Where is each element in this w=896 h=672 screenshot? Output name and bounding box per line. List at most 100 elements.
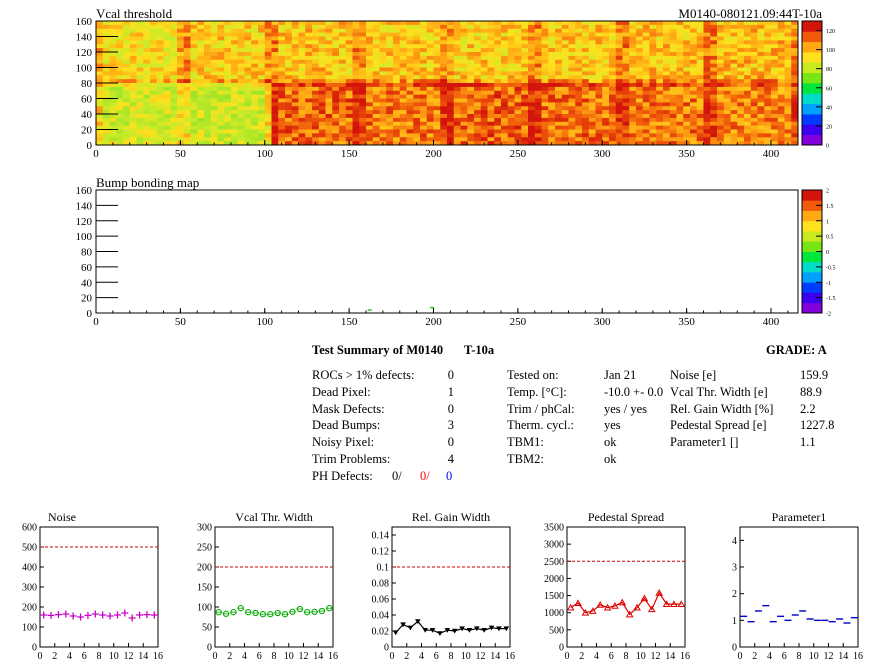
vcal-cell xyxy=(433,32,441,37)
vcal-cell xyxy=(217,137,225,142)
vcal-cell xyxy=(629,67,637,72)
vcal-cell xyxy=(339,133,347,138)
vcal-cell xyxy=(406,86,414,92)
vcal-cell xyxy=(197,21,205,26)
vcal-cell xyxy=(541,28,549,33)
vcal-cell xyxy=(298,44,306,49)
vcal-cell xyxy=(359,28,367,33)
vcal-cell xyxy=(494,71,502,76)
vcal-cell xyxy=(615,121,623,126)
vcal-cell xyxy=(690,75,698,80)
vcal-cell xyxy=(366,106,374,111)
vcal-cell xyxy=(136,137,144,142)
vcal-cell xyxy=(528,141,536,146)
vcal-cell xyxy=(696,79,704,84)
vcal-cell xyxy=(217,83,225,88)
vcal-cell xyxy=(406,94,414,99)
vcal-cell xyxy=(285,121,293,126)
vcal-cell xyxy=(204,28,212,33)
vcal-cell xyxy=(420,28,428,33)
vcal-cell xyxy=(433,133,441,138)
vcal-cell xyxy=(102,141,110,146)
plot-x-tick-label: 16 xyxy=(680,651,690,662)
vcal-cell xyxy=(406,71,414,76)
vcal-cell xyxy=(730,98,738,103)
vcal-cell xyxy=(642,121,650,126)
vcal-cell xyxy=(143,21,151,26)
plot-x-tick-label: 2 xyxy=(579,651,584,662)
vcal-cell xyxy=(136,24,144,30)
vcal-cell xyxy=(737,28,745,33)
vcal-cell xyxy=(102,24,110,30)
vcal-cell xyxy=(244,90,252,95)
vcal-cell xyxy=(318,28,326,33)
vcal-cell xyxy=(379,114,387,119)
vcal-cell xyxy=(116,141,124,146)
vcal-cell xyxy=(406,40,414,45)
vcal-cell xyxy=(440,83,448,88)
vcal-cell xyxy=(501,121,509,126)
vcal-cell xyxy=(372,94,380,99)
vcal-cell xyxy=(278,36,286,41)
map-y-tick-label: 160 xyxy=(76,16,93,28)
vcal-cell xyxy=(325,52,333,57)
vcal-cell xyxy=(690,94,698,99)
vcal-cell xyxy=(501,63,509,68)
vcal-cell xyxy=(467,32,475,37)
vcal-cell xyxy=(183,94,191,99)
vcal-cell xyxy=(325,63,333,68)
vcal-cell xyxy=(703,36,711,41)
vcal-cell xyxy=(190,86,198,92)
vcal-cell xyxy=(791,28,799,33)
vcal-cell xyxy=(703,32,711,37)
vcal-cell xyxy=(150,125,158,130)
vcal-cell xyxy=(197,40,205,45)
vcal-cell xyxy=(224,141,232,146)
vcal-cell xyxy=(271,21,279,26)
vcal-cell xyxy=(197,75,205,80)
vcal-cell xyxy=(696,32,704,37)
vcal-cell xyxy=(170,44,178,49)
vcal-cell xyxy=(649,125,657,130)
vcal-cell xyxy=(366,83,374,88)
vcal-cell xyxy=(453,75,461,80)
vcal-cell xyxy=(170,102,178,107)
vcal-cell xyxy=(291,24,299,30)
vcal-cell xyxy=(359,114,367,119)
vcal-cell xyxy=(791,114,799,119)
vcal-cell xyxy=(595,83,603,88)
vcal-cell xyxy=(156,75,164,80)
vcal-cell xyxy=(744,83,752,88)
vcal-cell xyxy=(494,129,502,134)
vcal-cell xyxy=(467,67,475,72)
vcal-cell xyxy=(474,75,482,80)
defect-value: 0 xyxy=(447,368,454,382)
vcal-cell xyxy=(217,86,225,92)
bump-bonding-map: 0 50 100 150 200 250 300 350 4000204060801001201… xyxy=(76,185,836,328)
vcal-cell xyxy=(622,71,630,76)
plot-x-tick-label: 4 xyxy=(594,651,599,662)
vcal-cell xyxy=(291,28,299,33)
vcal-cell xyxy=(372,129,380,134)
vcal-cell xyxy=(244,110,252,115)
vcal-cell xyxy=(190,83,198,88)
vcal-cell xyxy=(703,79,711,84)
vcal-cell xyxy=(426,24,434,30)
vcal-cell xyxy=(224,133,232,138)
vcal-cell xyxy=(737,44,745,49)
plot-point xyxy=(392,630,399,636)
vcal-cell xyxy=(251,121,259,126)
vcal-cell xyxy=(285,86,293,92)
vcal-cell xyxy=(204,52,212,57)
vcal-cell xyxy=(237,137,245,142)
vcal-cell xyxy=(622,114,630,119)
vcal-cell xyxy=(163,121,171,126)
vcal-cell xyxy=(366,90,374,95)
vcal-cell xyxy=(433,90,441,95)
vcal-cell xyxy=(777,63,785,68)
vcal-cell xyxy=(710,79,718,84)
vcal-cell xyxy=(717,24,725,30)
vcal-cell xyxy=(501,55,509,61)
vcal-cell xyxy=(750,121,758,126)
vcal-cell xyxy=(737,129,745,134)
